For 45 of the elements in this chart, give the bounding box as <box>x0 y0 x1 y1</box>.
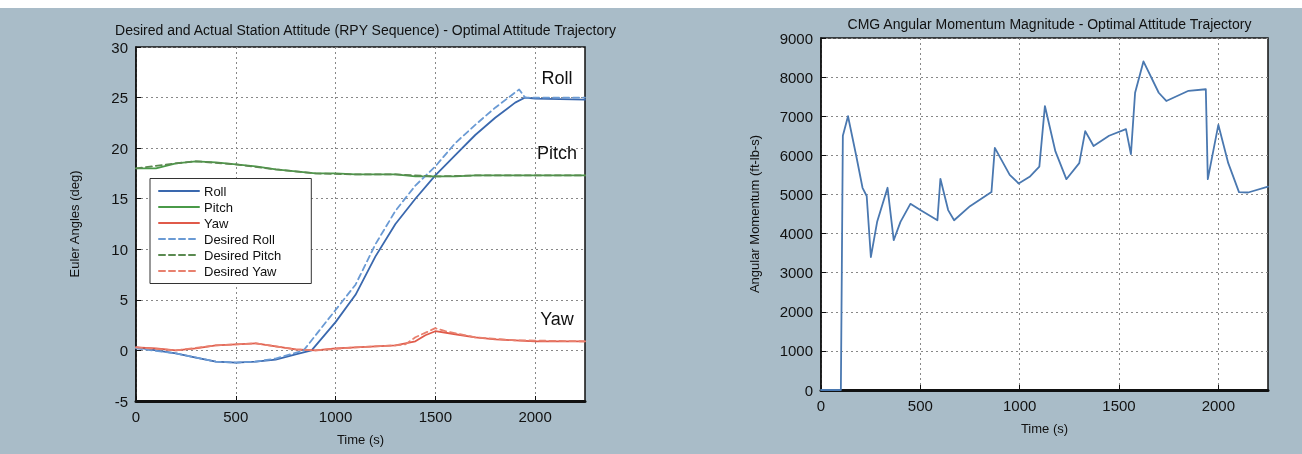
y-tick-label: 6000 <box>779 146 813 164</box>
y-tick-label: 5000 <box>779 185 813 203</box>
legend-label: Yaw <box>204 215 229 231</box>
y-tick-label: -5 <box>114 392 128 410</box>
x-tick-label: 1000 <box>1002 397 1037 414</box>
x-tick-label: 0 <box>131 408 141 425</box>
chart-title: Desired and Actual Station Attitude (RPY Sequence) - Optimal Attitude Trajectory <box>115 22 616 38</box>
x-tick-label: 0 <box>816 397 826 414</box>
legend-label: Roll <box>204 183 227 199</box>
y-tick-label: 7000 <box>779 107 813 125</box>
x-tick-label: 1000 <box>318 408 353 425</box>
y-tick-label: 1000 <box>779 342 813 360</box>
y-tick-label: 20 <box>111 139 128 157</box>
y-tick-label: 2000 <box>779 303 813 321</box>
y-tick-label: 4000 <box>779 225 813 243</box>
x-tick-label: 1500 <box>1102 397 1136 414</box>
y-tick-label: 25 <box>111 89 128 107</box>
x-tick-label: 500 <box>223 408 249 425</box>
legend-label: Desired Pitch <box>204 247 282 263</box>
y-tick-label: 30 <box>111 38 128 56</box>
line-series <box>820 60 1269 391</box>
x-tick-label: 500 <box>907 397 933 414</box>
line-series <box>135 160 586 178</box>
y-tick-label: 3000 <box>779 264 813 282</box>
x-tick-label: 1500 <box>418 408 453 425</box>
annotation: Yaw <box>540 309 575 330</box>
x-axis-title: Time (s) <box>336 432 385 447</box>
x-tick-label: 2000 <box>1201 397 1236 414</box>
legend-label: Desired Roll <box>204 231 275 247</box>
y-tick-label: 8000 <box>779 68 813 86</box>
x-tick-label: 2000 <box>518 408 552 425</box>
legend-label: Pitch <box>204 199 233 215</box>
y-axis-title: Euler Angles (deg) <box>67 170 82 278</box>
y-tick-label: 5 <box>119 291 128 309</box>
y-tick-label: 15 <box>111 190 128 208</box>
annotation: Roll <box>541 67 573 88</box>
y-tick-label: 9000 <box>779 29 813 47</box>
chart-title: CMG Angular Momentum Magnitude - Optimal Attitude Trajectory <box>847 16 1252 32</box>
y-tick-label: 10 <box>111 240 128 258</box>
annotation: Pitch <box>536 143 578 164</box>
x-axis-title: Time (s) <box>1020 421 1069 436</box>
y-tick-label: 0 <box>119 341 128 359</box>
y-axis-title: Angular Momentum (ft-lb-s) <box>747 134 762 294</box>
legend-label: Desired Yaw <box>204 263 278 279</box>
y-tick-label: 0 <box>804 381 813 399</box>
